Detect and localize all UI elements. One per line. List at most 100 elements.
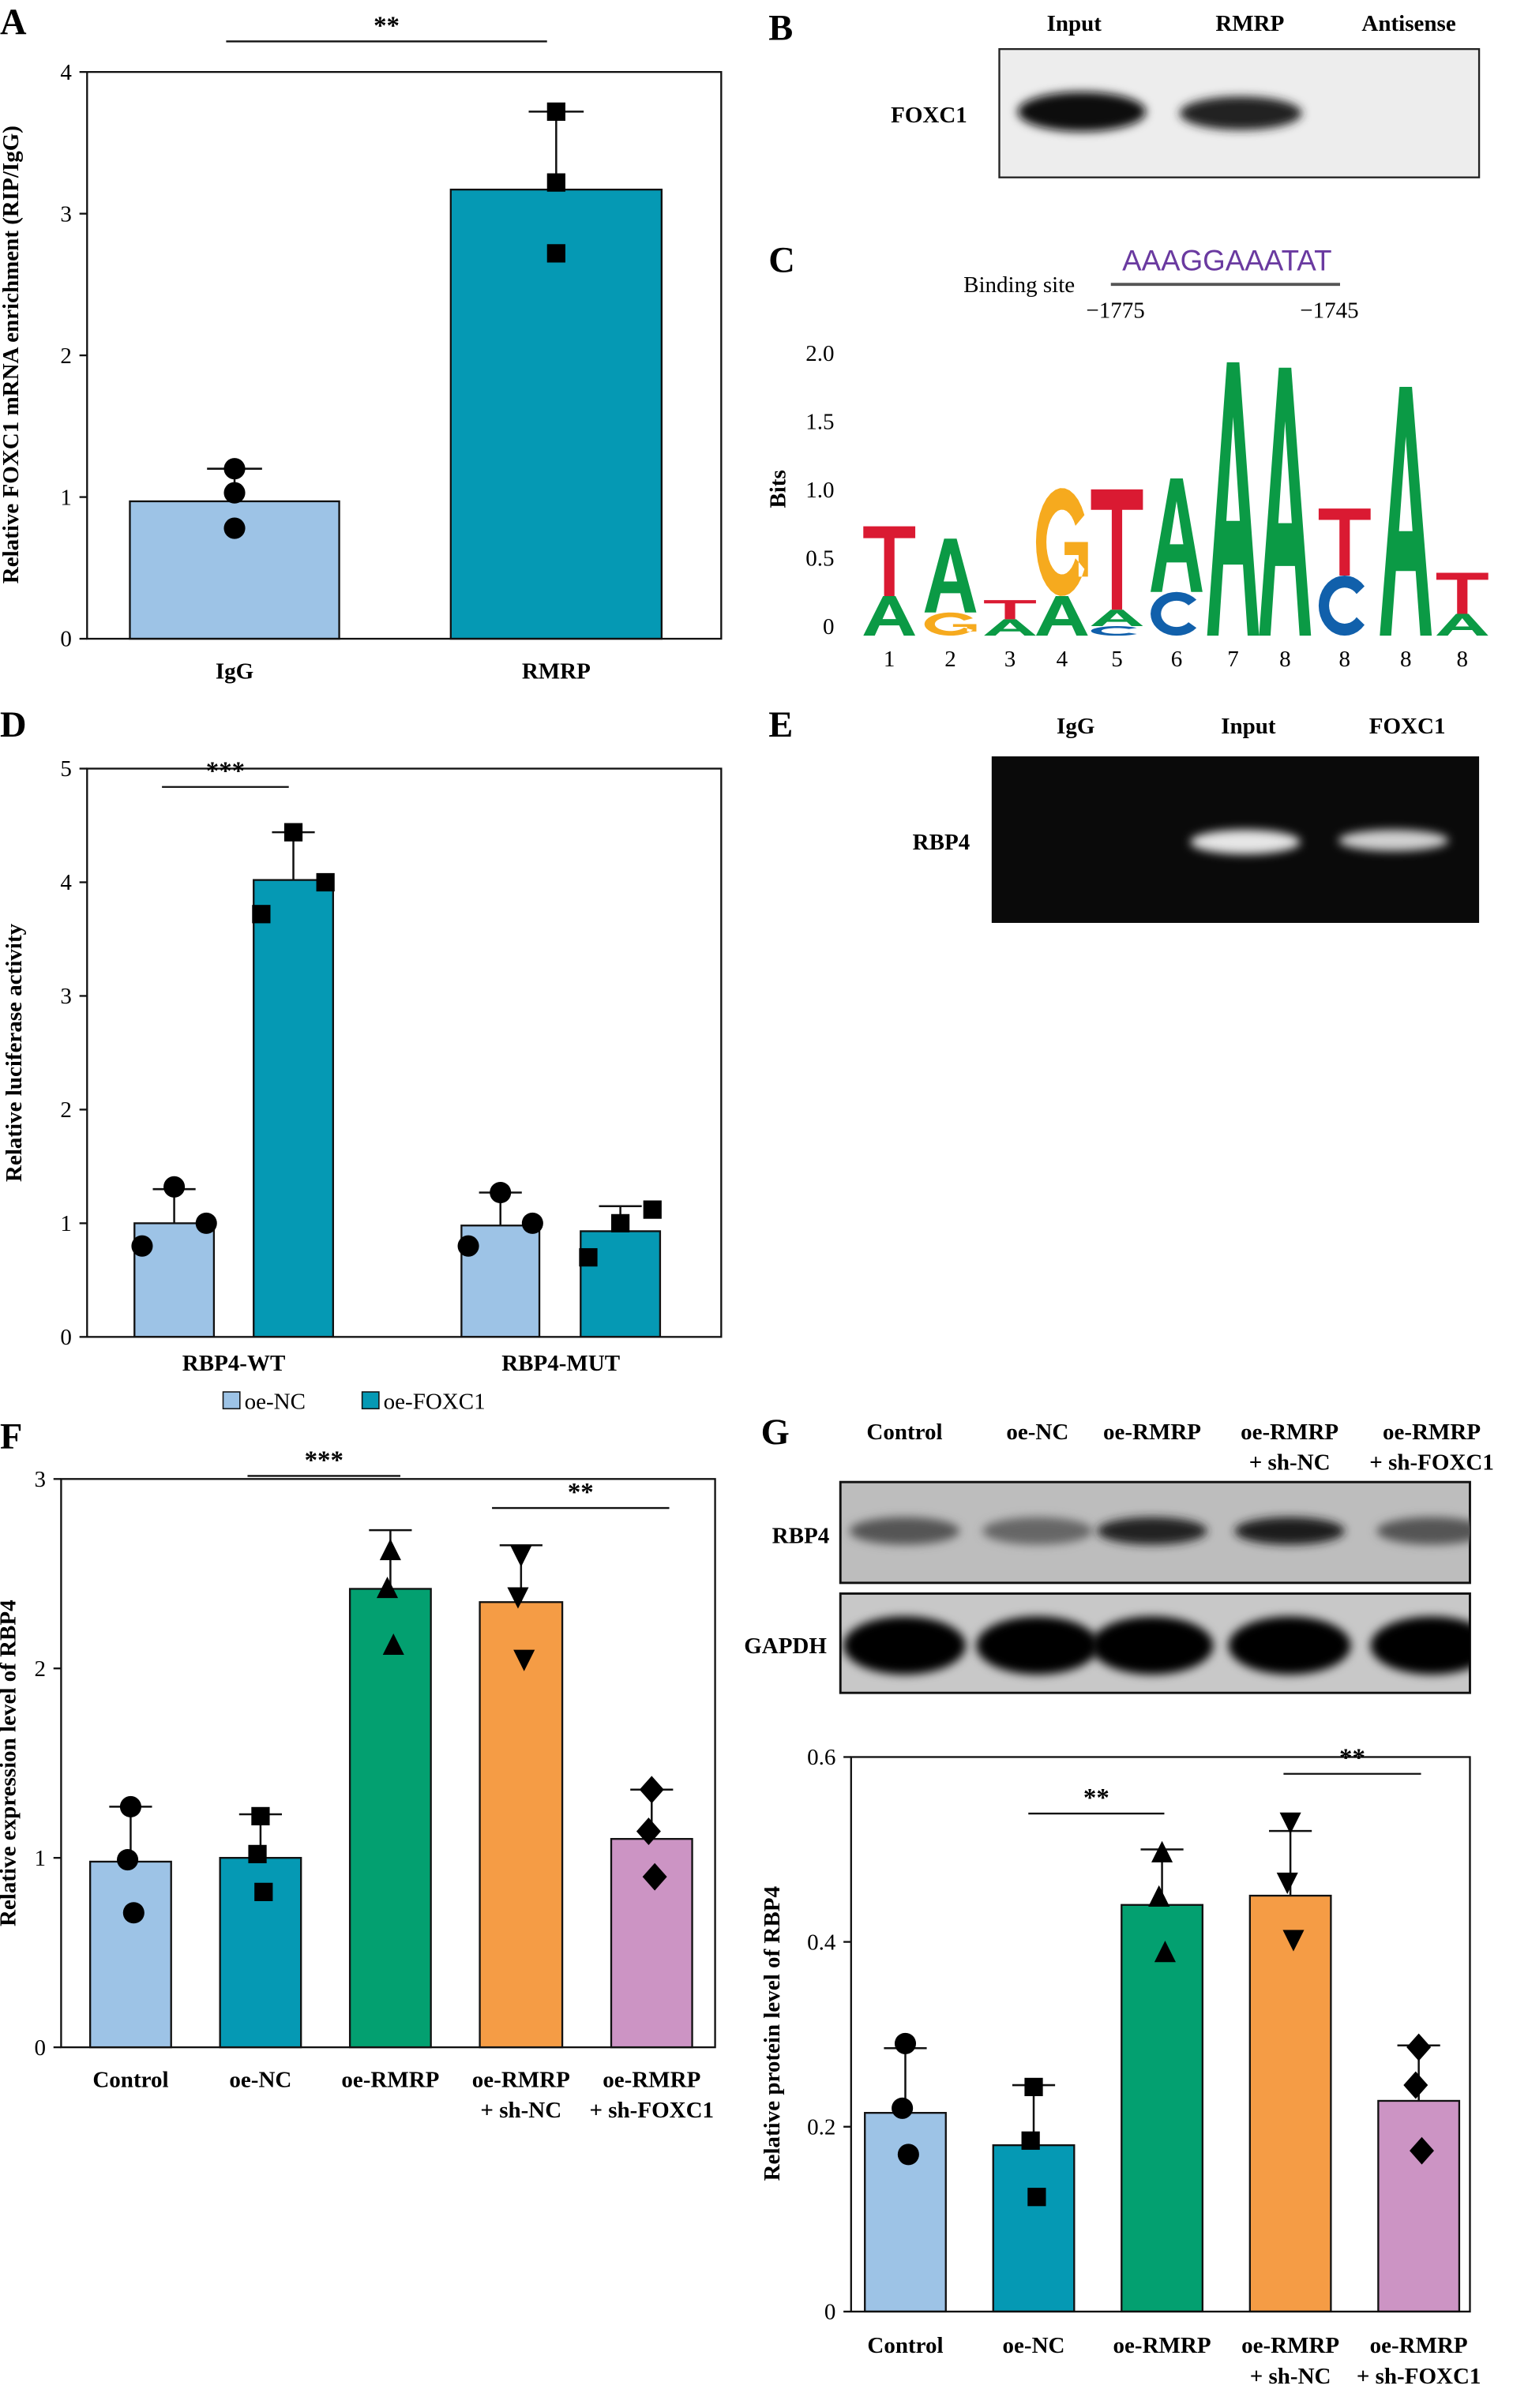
data-point-circle — [892, 2097, 914, 2119]
logo-letter-A — [924, 538, 977, 613]
logo-letter-A — [1380, 386, 1432, 636]
data-point-square — [251, 1806, 270, 1826]
y-tick-label: 3 — [60, 201, 72, 227]
blot-e-lane-label: IgG — [1057, 714, 1094, 739]
bar — [580, 1230, 662, 1338]
data-point-circle — [490, 1181, 512, 1204]
data-point-triangle-up — [376, 1576, 399, 1599]
x-tick-label: RBP4-WT — [182, 1351, 286, 1376]
logo-x-tick: 4 — [1057, 647, 1068, 672]
band-rbp4 — [1234, 1517, 1345, 1545]
y-tick-label: 3 — [35, 1467, 47, 1492]
significance-label: ** — [1083, 1783, 1109, 1812]
data-point-diamond — [642, 1862, 667, 1891]
significance-label: ** — [374, 12, 400, 40]
band-rbp4 — [849, 1517, 960, 1545]
blot-b-bands — [1017, 92, 1302, 132]
blot-g-lane-label: oe-NC — [1006, 1420, 1068, 1445]
y-axis-label: Relative FOXC1 mRNA enrichment (RIP/IgG) — [0, 126, 24, 583]
y-tick-label: 1 — [35, 1846, 47, 1871]
logo-letter-C — [1091, 626, 1137, 636]
data-point-circle — [119, 1795, 141, 1817]
x-tick-label: + sh-NC — [1250, 2364, 1331, 2389]
y-tick-label: 4 — [60, 60, 72, 85]
plot-frame — [86, 767, 723, 1338]
data-point-triangle-up — [379, 1538, 401, 1561]
data-point-triangle-up — [1151, 1840, 1173, 1862]
logo-x-tick: 1 — [884, 647, 895, 672]
x-tick-label: oe-NC — [1003, 2333, 1065, 2358]
data-point-square — [611, 1213, 630, 1232]
data-point-square — [579, 1247, 598, 1267]
binding-site-label: Binding site — [963, 272, 1075, 298]
data-point-triangle-down — [1276, 1872, 1298, 1894]
blot-g-lane-label: Control — [866, 1420, 942, 1445]
band-gapdh — [843, 1616, 966, 1675]
data-point-square — [252, 905, 271, 924]
legend-label: oe-FOXC1 — [384, 1389, 486, 1414]
panel-label-G: G — [761, 1412, 790, 1453]
logo-x-tick: 5 — [1111, 647, 1123, 672]
legend-swatch — [222, 1391, 241, 1410]
x-tick-label: oe-RMRP — [603, 2067, 700, 2092]
chart-D: 0 1 2 3 4 5 Relative luciferase activity RBP4-W… — [2, 756, 723, 1414]
x-tick-label: + sh-FOXC1 — [1357, 2364, 1481, 2389]
panel-label-A: A — [0, 2, 27, 43]
logo-y-label: Bits — [766, 470, 791, 508]
data-point-triangle-down — [513, 1649, 535, 1671]
logo-letter-G — [924, 612, 977, 636]
logo-letter-A — [1091, 610, 1143, 627]
logo-letter-T — [863, 526, 916, 596]
logo-y-tick: 0 — [823, 614, 835, 640]
blot-e-row-label: RBP4 — [913, 830, 970, 855]
blot-g-lane-label: + sh-NC — [1249, 1450, 1331, 1476]
y-tick-label: 2 — [35, 1656, 47, 1682]
blot-g-lane-label: + sh-FOXC1 — [1369, 1450, 1494, 1476]
data-point-circle — [897, 2144, 919, 2166]
y-tick-label: 2 — [60, 1097, 72, 1123]
data-point-triangle-down — [1282, 1930, 1305, 1952]
data-point-triangle-up — [1154, 1941, 1176, 1963]
blot-g-lane-label: oe-RMRP — [1383, 1420, 1481, 1445]
x-tick-label: oe-RMRP — [341, 2067, 439, 2092]
blot-g-row-label: RBP4 — [772, 1524, 830, 1549]
motif-logo: Binding site AAAGGAAATAT −1775 −1745 0 0.5 1.0… — [766, 245, 1489, 672]
bar — [89, 1860, 172, 2049]
data-point-diamond — [636, 1817, 661, 1846]
blot-b-lane-label: RMRP — [1215, 11, 1284, 36]
blot-e-lane-label: Input — [1221, 714, 1276, 739]
logo-y-tick: 2.0 — [805, 341, 834, 366]
band-gapdh — [976, 1616, 1099, 1675]
blot-g-lane-label: oe-RMRP — [1241, 1420, 1338, 1445]
logo-letter-A — [1259, 367, 1312, 636]
y-tick-label: 0 — [60, 627, 72, 652]
data-point-diamond — [1406, 2033, 1432, 2061]
chart-F: 0 1 2 3 Relative expression level of RBP4 Con… — [0, 1446, 716, 2123]
data-point-square — [546, 244, 565, 263]
data-point-circle — [521, 1212, 543, 1234]
band-rbp4 — [1097, 1517, 1207, 1545]
x-tick-label: + sh-NC — [480, 2098, 561, 2123]
y-tick-label: 1 — [60, 1211, 72, 1236]
bar — [1121, 1904, 1204, 2313]
data-point-square — [1027, 2188, 1046, 2207]
x-tick-label: IgG — [216, 658, 253, 684]
data-point-triangle-down — [1279, 1812, 1301, 1834]
bar — [253, 879, 334, 1338]
panel-label-E: E — [768, 705, 793, 745]
band-gapdh — [1228, 1616, 1351, 1675]
data-point-square — [248, 1844, 267, 1863]
panel-label-D: D — [0, 705, 27, 745]
significance-label: *** — [305, 1446, 344, 1475]
band-input — [1017, 92, 1147, 132]
blot-g-rbp4-bands — [849, 1517, 1470, 1545]
data-point-square — [643, 1200, 662, 1219]
logo-letter-T — [984, 600, 1036, 620]
band-gapdh — [1370, 1616, 1470, 1675]
band-rmrp — [1179, 96, 1302, 130]
y-axis-label: Relative protein level of RBP4 — [760, 1886, 785, 2181]
y-tick-label: 1 — [60, 485, 72, 510]
logo-letter-T — [1436, 572, 1489, 614]
x-tick-label: oe-RMRP — [472, 2067, 570, 2092]
